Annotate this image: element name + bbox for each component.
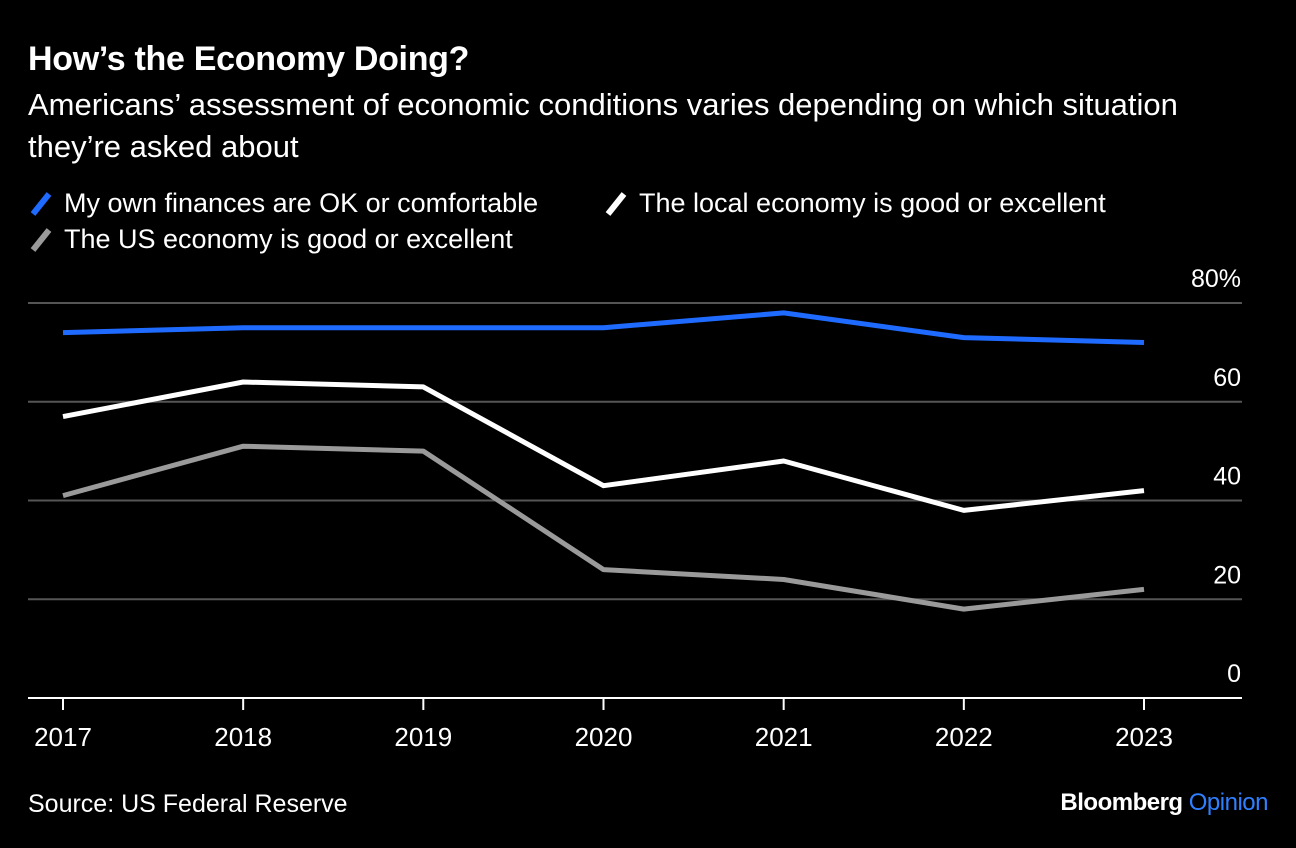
x-axis: 2017 2018 2019 2020 2021 2022 2023 <box>34 698 1173 752</box>
legend-item-own-finances: My own finances are OK or comfortable <box>28 188 538 219</box>
x-tick-label-2018: 2018 <box>214 722 272 752</box>
series-line-0 <box>62 310 1145 345</box>
brand-name: Bloomberg <box>1060 789 1183 816</box>
legend-swatch-local-economy <box>605 191 627 216</box>
y-tick-label-40: 40 <box>1213 463 1241 491</box>
gridlines <box>28 302 1242 699</box>
y-tick-label-20: 20 <box>1213 561 1241 589</box>
x-tick-label-2019: 2019 <box>394 722 452 752</box>
legend-label-local-economy: The local economy is good or excellent <box>639 188 1106 218</box>
legend-swatch-us-economy <box>30 227 52 252</box>
y-tick-label-0: 0 <box>1227 660 1241 688</box>
legend-swatch-own-finances <box>30 191 52 216</box>
y-axis-tick-labels: 0 20 40 60 80% <box>1191 265 1241 688</box>
legend-label-own-finances: My own finances are OK or comfortable <box>64 188 539 218</box>
y-tick-label-60: 60 <box>1213 364 1241 392</box>
x-tick-label-2020: 2020 <box>575 722 633 752</box>
x-tick-label-2017: 2017 <box>34 722 92 752</box>
chart-title: How’s the Economy Doing? <box>28 40 470 78</box>
series-line-2 <box>62 443 1145 612</box>
series-line-1 <box>62 379 1145 513</box>
x-tick-label-2022: 2022 <box>935 722 993 752</box>
x-tick-label-2023: 2023 <box>1115 722 1173 752</box>
y-tick-label-80: 80% <box>1191 265 1241 293</box>
source-note: Source: US Federal Reserve <box>28 790 348 818</box>
brand-suffix: Opinion <box>1188 789 1269 816</box>
chart-subtitle: Americans’ assessment of economic condit… <box>28 87 1178 164</box>
legend-item-local-economy: The local economy is good or excellent <box>603 188 1106 219</box>
series-lines <box>62 310 1145 612</box>
legend-item-us-economy: The US economy is good or excellent <box>28 224 513 255</box>
legend-label-us-economy: The US economy is good or excellent <box>64 224 513 254</box>
brand-logo: Bloomberg Opinion <box>1060 789 1268 817</box>
x-tick-label-2021: 2021 <box>755 722 813 752</box>
